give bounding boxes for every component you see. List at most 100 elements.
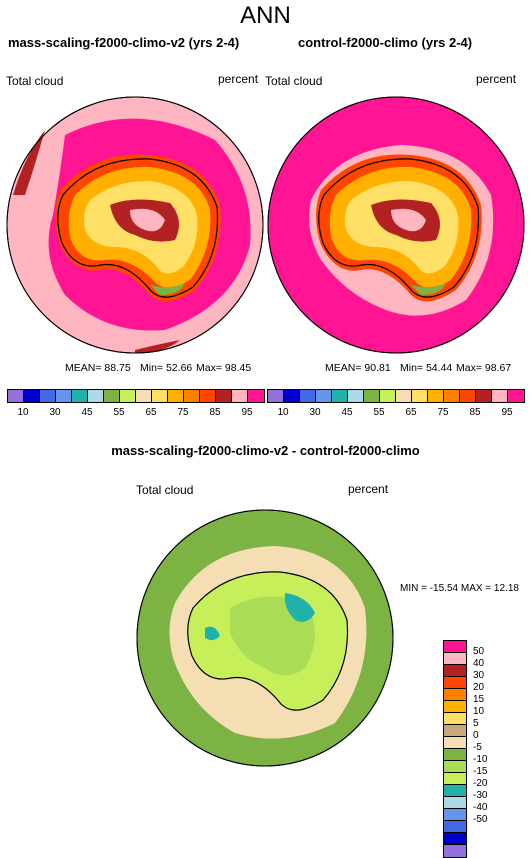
right-colorbar [267,389,525,403]
colorbar-tick-label: 40 [473,658,485,669]
diff-coastline [187,571,349,711]
left-variable-label: Total cloud [6,74,64,88]
colorbar-tick-label: 55 [113,407,125,418]
diff-variable-label: Total cloud [136,483,194,497]
right-polar-map [267,96,525,354]
colorbar-swatch [444,821,466,833]
colorbar-tick-label: 10 [277,407,289,418]
colorbar-swatch [332,390,348,402]
colorbar-swatch [120,390,136,402]
colorbar-swatch [56,390,72,402]
diff-minmax: MIN = -15.54 MAX = 12.18 [400,583,519,594]
left-polar-map [6,96,264,354]
colorbar-swatch [444,665,466,677]
colorbar-swatch [444,653,466,665]
colorbar-tick-label: 65 [405,407,417,418]
right-units-label: percent [476,72,517,86]
colorbar-swatch [444,641,466,653]
diff-colorbar-labels: 50 40 30 20 15 10 5 0 -5 -10 -15 -20 -30 -40 -50 [470,640,510,856]
right-continent-green [411,283,446,295]
colorbar-swatch [412,390,428,402]
colorbar-tick-label: 45 [81,407,93,418]
colorbar-swatch [380,390,396,402]
colorbar-tick-label: 85 [209,407,221,418]
colorbar-swatch [152,390,168,402]
left-continent-green [150,283,185,295]
colorbar-swatch [444,713,466,725]
left-red-patch [13,130,45,195]
left-red-patch-2 [135,340,180,353]
colorbar-swatch [184,390,200,402]
colorbar-tick-label: 75 [437,407,449,418]
right-min-stat: Min= 54.44 [400,362,453,374]
left-continent-pink [130,208,165,232]
colorbar-swatch [476,390,492,402]
colorbar-swatch [284,390,300,402]
colorbar-swatch [444,737,466,749]
colorbar-swatch [508,390,524,402]
colorbar-swatch [460,390,476,402]
colorbar-swatch [316,390,332,402]
colorbar-swatch [232,390,248,402]
diff-panel-title: mass-scaling-f2000-climo-v2 - control-f2… [111,443,420,458]
colorbar-swatch [364,390,380,402]
right-variable-label: Total cloud [265,74,323,88]
left-units-label: percent [218,72,259,86]
right-panel-title: control-f2000-climo (yrs 2-4) [298,35,473,50]
colorbar-swatch [168,390,184,402]
colorbar-tick-label: -50 [473,814,488,825]
colorbar-tick-label: 30 [473,670,485,681]
colorbar-tick-label: -10 [473,754,488,765]
diff-teal-patch [284,593,315,622]
colorbar-tick-label: 55 [373,407,385,418]
colorbar-swatch [248,390,264,402]
colorbar-tick-label: 65 [145,407,157,418]
colorbar-swatch [24,390,40,402]
colorbar-tick-label: -15 [473,766,488,777]
left-colorbar [7,389,265,403]
colorbar-tick-label: 10 [17,407,29,418]
colorbar-tick-label: 10 [473,706,485,717]
colorbar-swatch [268,390,284,402]
left-colorbar-labels: 10 30 45 55 65 75 85 95 [7,407,263,421]
colorbar-swatch [40,390,56,402]
colorbar-swatch [444,677,466,689]
right-continent-pink [391,208,426,232]
colorbar-swatch [300,390,316,402]
colorbar-swatch [444,773,466,785]
colorbar-tick-label: -40 [473,802,488,813]
colorbar-swatch [396,390,412,402]
right-colorbar-labels: 10 30 45 55 65 75 85 95 [267,407,523,421]
colorbar-tick-label: 20 [473,682,485,693]
colorbar-tick-label: -30 [473,790,488,801]
colorbar-tick-label: 15 [473,694,485,705]
right-coastline [318,158,480,298]
left-min-stat: Min= 52.66 [140,362,193,374]
colorbar-swatch [444,797,466,809]
left-mean-stat: MEAN= 88.75 [65,362,131,374]
colorbar-swatch [444,809,466,821]
colorbar-tick-label: 30 [49,407,61,418]
colorbar-swatch [444,785,466,797]
colorbar-swatch [88,390,104,402]
colorbar-swatch [348,390,364,402]
colorbar-tick-label: -20 [473,778,488,789]
colorbar-tick-label: 30 [309,407,321,418]
colorbar-swatch [444,845,466,857]
diff-teal-patch-2 [205,626,220,641]
left-panel-title: mass-scaling-f2000-climo-v2 (yrs 2-4) [8,35,240,50]
left-coastline [57,158,219,298]
left-max-stat: Max= 98.45 [196,362,252,374]
colorbar-swatch [444,833,466,845]
colorbar-tick-label: 95 [241,407,253,418]
colorbar-swatch [492,390,508,402]
colorbar-swatch [428,390,444,402]
diff-units-label: percent [348,482,389,496]
colorbar-tick-label: 75 [177,407,189,418]
colorbar-swatch [444,725,466,737]
colorbar-tick-label: 5 [473,718,479,729]
colorbar-swatch [444,689,466,701]
colorbar-tick-label: 50 [473,646,485,657]
right-max-stat: Max= 98.67 [456,362,512,374]
colorbar-swatch [136,390,152,402]
